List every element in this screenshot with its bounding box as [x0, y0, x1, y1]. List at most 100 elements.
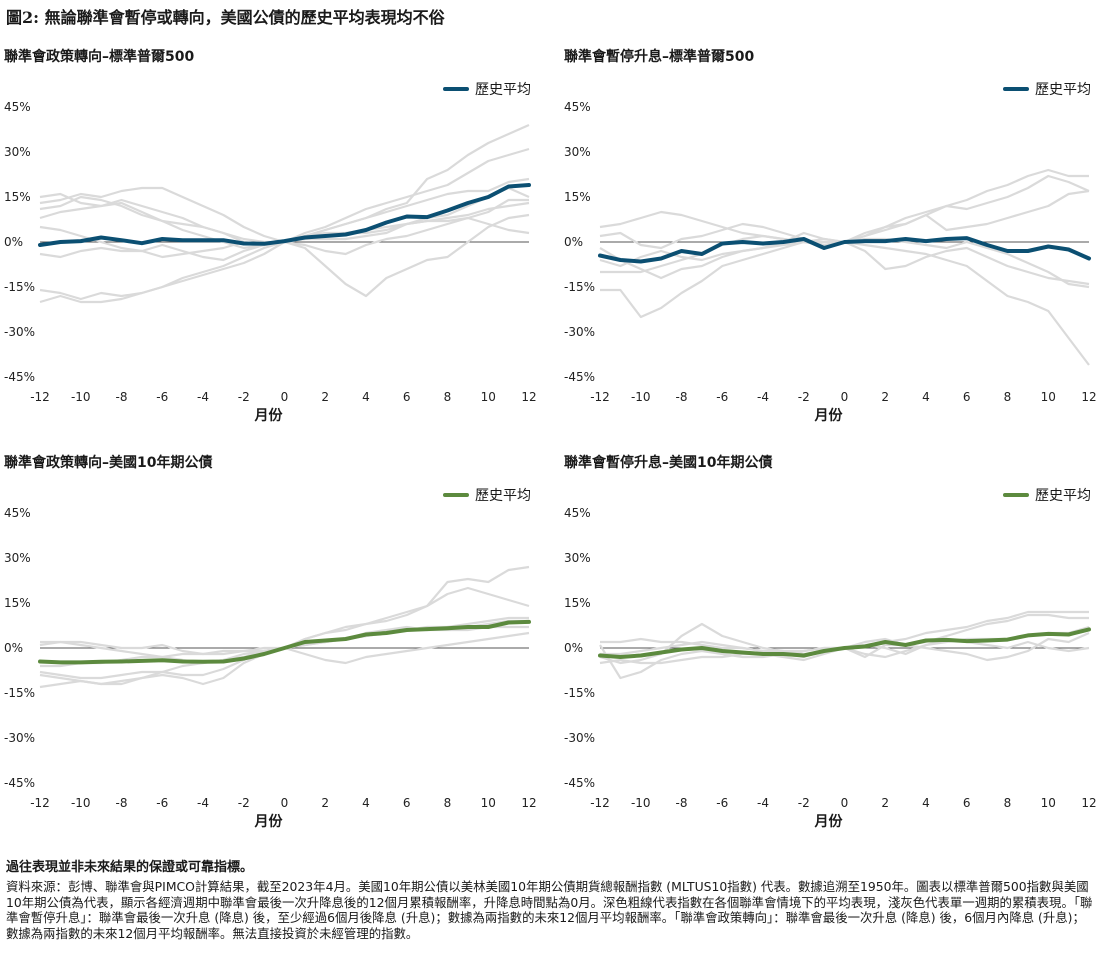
y-tick-label: 30% [4, 551, 31, 565]
disclaimer: 過往表現並非未來結果的保證或可靠指標。 [6, 860, 254, 875]
legend-label: 歷史平均 [1035, 488, 1091, 504]
x-tick-label: 10 [1041, 390, 1056, 404]
x-axis-label: 月份 [814, 813, 844, 830]
y-tick-label: -45% [4, 370, 35, 384]
y-tick-label: -30% [564, 325, 595, 339]
x-tick-label: 8 [1004, 390, 1012, 404]
x-tick-label: -8 [676, 796, 688, 810]
x-tick-label: 12 [521, 390, 536, 404]
x-tick-label: -12 [30, 796, 50, 810]
x-tick-label: -2 [238, 796, 250, 810]
x-tick-label: -4 [197, 390, 209, 404]
chart-panel-fed-pivot-ust10y: 聯準會政策轉向–美國10年期公債 歷史平均 45% 30% 15% 0% -15% -30… [4, 452, 549, 852]
panel-title: 聯準會政策轉向–美國10年期公債 [4, 455, 213, 471]
y-tick-label: 30% [4, 145, 31, 159]
chart-panel-fed-pivot-sp500: 聯準會政策轉向–標準普爾500 歷史平均 45% 30% 15% 0% -15% -30%… [4, 46, 549, 446]
x-tick-label: -10 [71, 796, 91, 810]
line-chart-svg: 45% 30% 15% 0% -15% -30% -45% -12 -10 -8 -6 -4 -2 0 2 4… [4, 100, 537, 424]
x-tick-label: -12 [590, 390, 610, 404]
y-tick-label: 15% [4, 190, 31, 204]
legend-swatch [1003, 87, 1029, 91]
y-tick-label: -15% [4, 686, 35, 700]
x-axis-label: 月份 [814, 407, 844, 424]
x-tick-label: 0 [281, 796, 289, 810]
x-tick-label: 8 [1004, 796, 1012, 810]
y-tick-label: -30% [564, 731, 595, 745]
panel-title: 聯準會政策轉向–標準普爾500 [4, 49, 195, 65]
x-tick-label: 10 [1041, 796, 1056, 810]
cycle-series-line [39, 213, 530, 301]
source-note: 資料來源：彭博、聯準會與PIMCO計算結果，截至2023年4月。美國10年期公債… [6, 879, 1093, 941]
y-tick-label: 15% [564, 190, 591, 204]
x-tick-label: -12 [30, 390, 50, 404]
average-series-line [38, 183, 531, 247]
x-axis-label: 月份 [254, 813, 284, 830]
y-tick-label: 45% [4, 100, 31, 114]
x-tick-label: -2 [238, 390, 250, 404]
x-tick-label: 0 [281, 390, 289, 404]
y-tick-label: 0% [4, 235, 23, 249]
x-tick-label: 4 [922, 796, 930, 810]
x-tick-label: 8 [444, 390, 452, 404]
x-tick-label: -6 [156, 796, 168, 810]
cycle-series-line [39, 186, 530, 244]
x-tick-label: 4 [362, 796, 370, 810]
cycle-series-line [599, 168, 1089, 247]
line-chart-svg: 45% 30% 15% 0% -15% -30% -45% -12 -10 -8 -6 -4 -2 0 2 4… [4, 506, 537, 830]
x-tick-label: -2 [798, 796, 810, 810]
x-tick-label: -8 [116, 796, 128, 810]
x-tick-label: -10 [631, 796, 651, 810]
legend: 歷史平均 [1003, 485, 1091, 505]
x-tick-label: 2 [321, 390, 329, 404]
cycle-series-line [599, 174, 1090, 250]
y-tick-label: -30% [4, 325, 35, 339]
y-tick-label: -45% [564, 370, 595, 384]
x-tick-label: -6 [156, 390, 168, 404]
x-tick-label: 6 [403, 390, 411, 404]
cycle-series-line [39, 586, 530, 689]
y-tick-label: 45% [564, 506, 591, 520]
y-tick-label: 15% [564, 596, 591, 610]
x-tick-label: 10 [481, 390, 496, 404]
x-tick-label: 6 [963, 796, 971, 810]
y-tick-label: -45% [4, 776, 35, 790]
y-tick-label: 45% [4, 506, 31, 520]
panel-title: 聯準會暫停升息–美國10年期公債 [564, 455, 773, 471]
y-tick-label: 30% [564, 551, 591, 565]
x-tick-label: 4 [922, 390, 930, 404]
x-tick-label: 12 [1081, 390, 1096, 404]
legend-label: 歷史平均 [475, 82, 531, 98]
x-tick-label: 0 [841, 390, 849, 404]
y-tick-label: -15% [4, 280, 35, 294]
legend-swatch [443, 87, 469, 91]
average-series-line [598, 236, 1091, 264]
x-tick-label: -12 [590, 796, 610, 810]
chart-panel-fed-pause-ust10y: 聯準會暫停升息–美國10年期公債 歷史平均 45% 30% 15% 0% -15% -30… [564, 452, 1100, 852]
x-tick-label: 6 [963, 390, 971, 404]
x-tick-label: -6 [716, 796, 728, 810]
x-tick-label: -4 [757, 796, 769, 810]
x-tick-label: -6 [716, 390, 728, 404]
x-axis-label: 月份 [254, 407, 284, 424]
cycle-series-line [40, 616, 529, 665]
legend-label: 歷史平均 [1035, 82, 1091, 98]
x-tick-label: 12 [1081, 796, 1096, 810]
legend: 歷史平均 [1003, 79, 1091, 99]
line-chart-svg: 45% 30% 15% 0% -15% -30% -45% -12 -10 -8 -6 -4 -2 0 2 4… [564, 100, 1097, 424]
x-tick-label: -2 [798, 390, 810, 404]
x-tick-label: 2 [881, 390, 889, 404]
y-tick-label: 45% [564, 100, 591, 114]
x-tick-label: -10 [71, 390, 91, 404]
y-tick-label: -45% [564, 776, 595, 790]
figure-title: 圖2: 無論聯準會暫停或轉向，美國公債的歷史平均表現均不俗 [6, 8, 445, 27]
average-series-line [598, 627, 1091, 659]
x-tick-label: 2 [321, 796, 329, 810]
x-tick-label: 0 [841, 796, 849, 810]
y-tick-label: -15% [564, 280, 595, 294]
cycle-series-line [599, 240, 1090, 366]
x-tick-label: 6 [403, 796, 411, 810]
legend-swatch [1003, 493, 1029, 497]
panel-title: 聯準會暫停升息–標準普爾500 [564, 49, 755, 65]
x-tick-label: -4 [197, 796, 209, 810]
x-tick-label: -8 [676, 390, 688, 404]
